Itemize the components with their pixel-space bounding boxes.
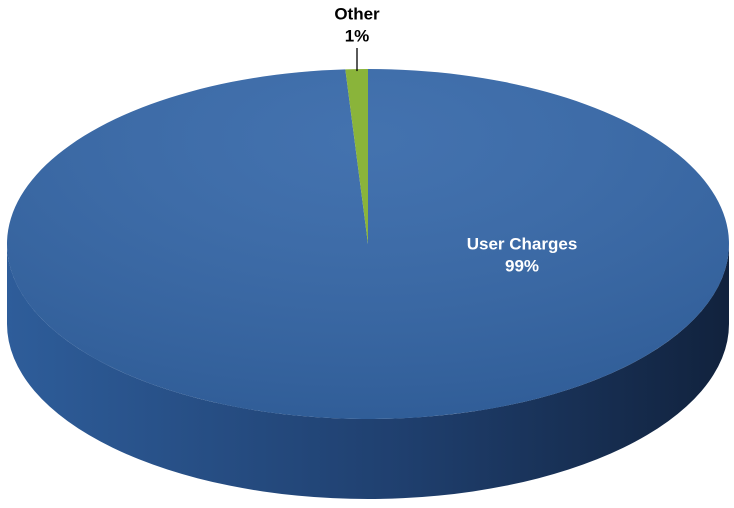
slice-label: User Charges: [467, 234, 578, 253]
slice-label: Other: [334, 4, 380, 23]
slice-value-label: 1%: [345, 26, 370, 45]
pie-side: [7, 244, 729, 499]
slice-value-label: 99%: [505, 256, 539, 275]
pie-slice: [345, 69, 368, 244]
